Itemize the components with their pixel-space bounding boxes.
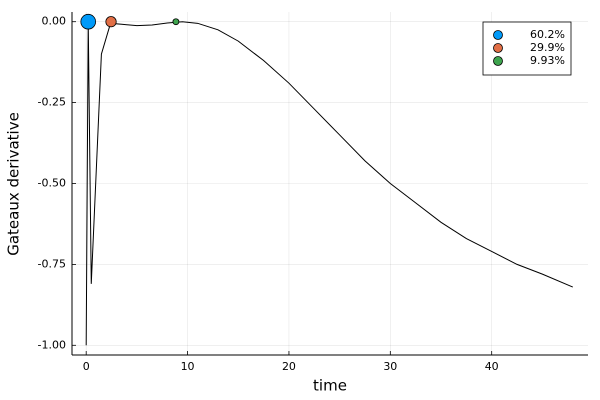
- x-axis-label: time: [313, 377, 347, 395]
- point: [105, 16, 117, 28]
- y-tick-label: 0.00: [42, 15, 67, 28]
- x-tick-label: 40: [485, 360, 499, 373]
- x-tick-label: 20: [282, 360, 296, 373]
- y-tick-label: -0.75: [38, 257, 66, 270]
- legend-label: 60.2%: [530, 28, 565, 41]
- y-tick-label: -0.50: [38, 177, 66, 190]
- legend-marker: [493, 56, 503, 66]
- point: [172, 18, 180, 26]
- y-tick-label: -0.25: [38, 96, 66, 109]
- x-tick-label: 30: [383, 360, 397, 373]
- y-tick-label: -1.00: [38, 338, 66, 351]
- legend-marker: [493, 43, 503, 53]
- legend-label: 29.9%: [530, 41, 565, 54]
- x-tick-label: 10: [181, 360, 195, 373]
- legend-marker: [493, 30, 503, 40]
- legend-label: 9.93%: [530, 54, 565, 67]
- y-axis-label: Gateaux derivative: [5, 112, 23, 256]
- point: [80, 13, 96, 30]
- x-tick-label: 0: [83, 360, 90, 373]
